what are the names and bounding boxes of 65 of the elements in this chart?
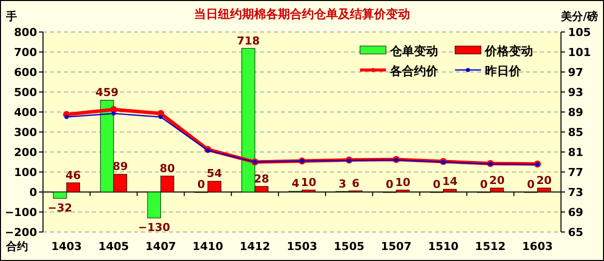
data-label: 20 xyxy=(536,174,552,187)
data-label: 0 xyxy=(527,178,536,191)
data-label: 0 xyxy=(386,178,394,191)
y-tick-label: −100 xyxy=(4,206,38,219)
data-label: 80 xyxy=(160,162,176,175)
data-label: 0 xyxy=(480,178,488,191)
data-label: 46 xyxy=(65,168,82,182)
legend-label: 昨日价 xyxy=(485,64,522,78)
data-label: 20 xyxy=(489,174,505,187)
x-tick-label: 1512 xyxy=(475,240,506,253)
data-label: 459 xyxy=(96,86,119,100)
y2-axis-title: 美分/磅 xyxy=(560,10,598,23)
y2-tick-label: 69 xyxy=(568,206,584,219)
y2-tick-label: 77 xyxy=(568,166,584,179)
x-tick-label: 1603 xyxy=(522,240,553,253)
point xyxy=(112,112,116,116)
y-tick-label: 200 xyxy=(14,146,38,159)
x-tick-label: 1412 xyxy=(240,240,270,253)
chart-title: 当日纽约期棉各期合约仓单及结算价变动 xyxy=(194,7,410,21)
x-axis-title: 合约 xyxy=(5,240,28,253)
y-tick-label: 0 xyxy=(29,186,38,199)
x-tick-label: 1410 xyxy=(192,240,224,253)
y-tick-label: 700 xyxy=(14,46,38,59)
y-tick-label: 300 xyxy=(14,126,38,139)
y-tick-label: 600 xyxy=(14,66,38,79)
point xyxy=(64,115,69,119)
y-tick-label: 500 xyxy=(14,86,38,99)
data-label: 14 xyxy=(442,175,458,188)
y2-tick-label: 65 xyxy=(568,226,584,239)
y2-tick-label: 101 xyxy=(568,46,591,59)
x-tick-label: 1503 xyxy=(286,240,318,253)
y2-tick-label: 97 xyxy=(568,66,584,79)
y2-tick-label: 93 xyxy=(568,86,584,99)
point xyxy=(158,115,163,119)
x-tick-label: 1505 xyxy=(334,240,364,253)
x-tick-label: 1510 xyxy=(428,240,459,253)
data-label: −32 xyxy=(48,201,72,214)
data-label: 4 xyxy=(292,177,300,190)
data-label: 10 xyxy=(395,176,411,189)
data-label: 0 xyxy=(197,178,206,191)
x-tick-label: 1407 xyxy=(145,240,176,253)
y-tick-label: −200 xyxy=(4,226,38,239)
data-label: 10 xyxy=(300,176,317,189)
y-tick-label: 400 xyxy=(14,106,38,119)
legend-label: 仓单变动 xyxy=(389,44,438,58)
y2-tick-label: 73 xyxy=(568,186,584,199)
y-axis-title: 手 xyxy=(5,10,17,23)
x-tick-label: 1405 xyxy=(98,240,129,253)
point xyxy=(206,148,210,152)
data-label: −130 xyxy=(138,221,171,234)
data-label: 54 xyxy=(206,167,222,180)
y2-tick-label: 85 xyxy=(568,126,584,139)
y-tick-label: 800 xyxy=(14,26,38,39)
x-tick-label: 1403 xyxy=(51,240,82,253)
x-tick-label: 1507 xyxy=(380,240,412,253)
y2-tick-label: 89 xyxy=(568,106,584,119)
y-tick-label: 100 xyxy=(14,166,38,179)
data-label: 0 xyxy=(432,178,441,191)
data-label: 6 xyxy=(352,176,360,190)
legend-label: 各合约价 xyxy=(389,64,439,78)
legend-label: 价格变动 xyxy=(484,44,533,58)
data-label: 718 xyxy=(236,34,260,48)
y2-tick-label: 105 xyxy=(568,26,591,39)
y2-tick-label: 81 xyxy=(568,146,584,159)
data-label: 3 xyxy=(338,177,346,190)
